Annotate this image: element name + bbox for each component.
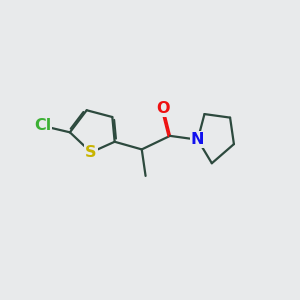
- Text: O: O: [157, 101, 170, 116]
- Text: N: N: [191, 132, 205, 147]
- Text: S: S: [85, 145, 97, 160]
- Text: Cl: Cl: [34, 118, 51, 134]
